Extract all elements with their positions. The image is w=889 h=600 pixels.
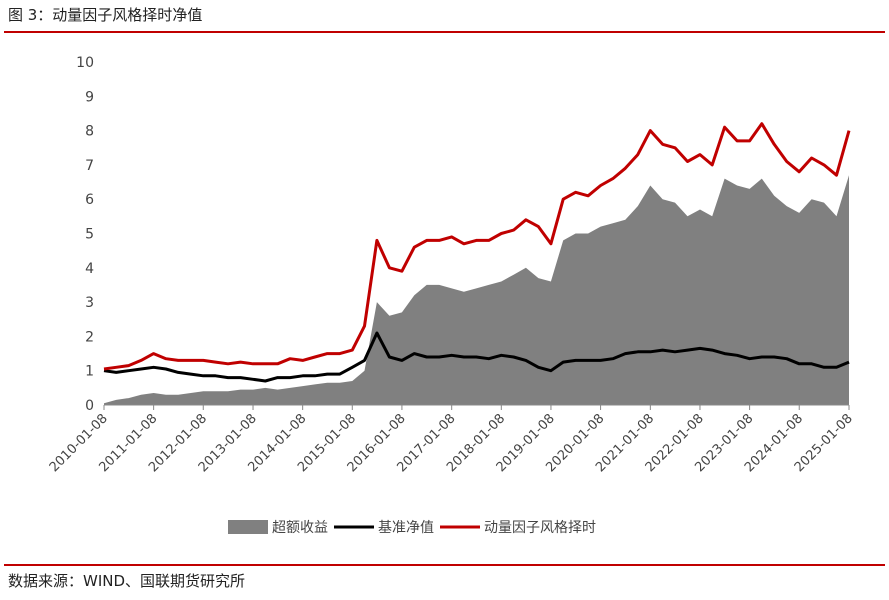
legend-label: 基准净值 [378, 519, 434, 536]
chart-title: 图 3：动量因子风格择时净值 [8, 6, 202, 24]
y-tick-label: 5 [85, 227, 94, 243]
legend-label: 动量因子风格择时 [484, 520, 596, 536]
y-tick-label: 7 [85, 158, 94, 174]
line [103, 331, 850, 383]
y-tick-label: 3 [85, 295, 94, 311]
legend-label: 超额收益 [272, 520, 328, 536]
y-tick-label: 6 [85, 192, 94, 208]
line [103, 122, 851, 371]
legend-swatch [228, 520, 268, 534]
y-tick-label: 2 [85, 329, 94, 345]
y-tick-label: 1 [85, 364, 94, 380]
y-tick-label: 10 [76, 55, 94, 71]
y-tick-label: 8 [85, 124, 94, 140]
y-tick-label: 0 [85, 398, 94, 414]
y-tick-label: 9 [85, 89, 94, 105]
y-tick-label: 4 [85, 261, 94, 277]
source-note: 数据来源：WIND、国联期货研究所 [8, 572, 245, 590]
area [104, 175, 849, 405]
